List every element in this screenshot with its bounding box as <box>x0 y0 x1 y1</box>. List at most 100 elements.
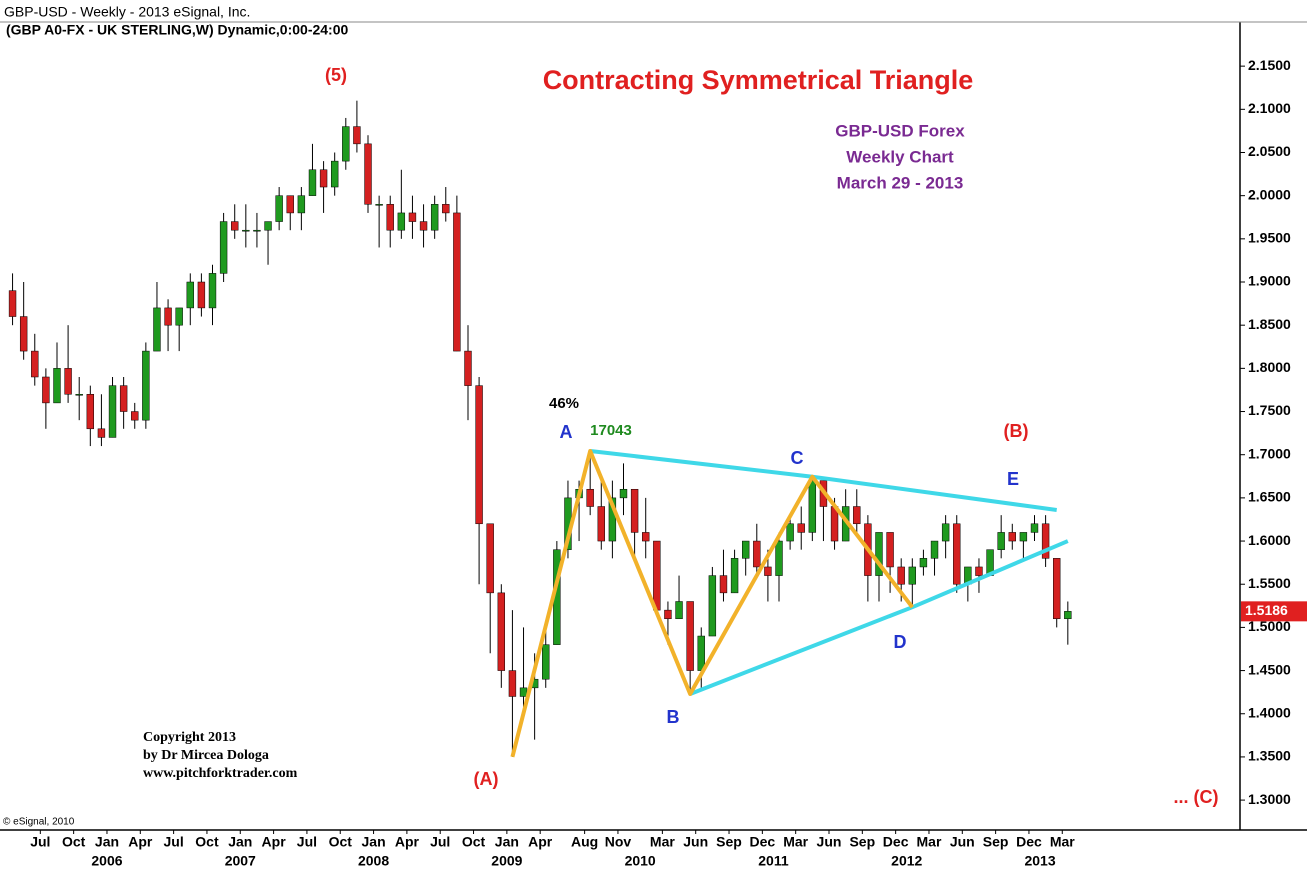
source: © eSignal, 2010 <box>3 817 75 828</box>
candle-body <box>242 229 250 232</box>
y-tick-label: 1.4500 <box>1248 661 1291 677</box>
y-tick-label: 1.4000 <box>1248 704 1291 720</box>
subtitle: GBP-USD Forex <box>835 121 965 140</box>
candle-body <box>719 575 728 594</box>
candle-body <box>453 212 461 352</box>
candle-body <box>8 290 17 317</box>
x-tick-label: Dec <box>1016 834 1042 850</box>
copyright: www.pitchforktrader.com <box>143 766 298 781</box>
chart-title: Contracting Symmetrical Triangle <box>543 65 974 95</box>
candle-body <box>497 592 506 671</box>
y-tick-label: 2.0000 <box>1248 186 1291 202</box>
candle-body <box>597 506 605 542</box>
candle-body <box>486 523 494 594</box>
candle-body <box>808 480 817 533</box>
x-year-label: 2012 <box>891 853 922 869</box>
candle-body <box>31 350 39 378</box>
candle-body <box>375 204 383 206</box>
x-tick-label: Sep <box>849 834 875 850</box>
x-tick-label: Jul <box>430 834 450 850</box>
candle-body <box>953 523 961 585</box>
last-price-box <box>1241 601 1307 622</box>
candle-body <box>919 558 928 568</box>
candle-body <box>19 316 28 352</box>
x-tick-label: Oct <box>62 834 86 850</box>
candle-body <box>897 566 905 585</box>
candle-body <box>286 195 294 214</box>
candle-body <box>753 540 761 568</box>
candle-body <box>175 307 183 326</box>
candle-body <box>330 160 339 188</box>
candle-body <box>786 523 794 542</box>
candle-body <box>275 195 283 222</box>
candle-body <box>853 506 861 525</box>
candle-body <box>319 169 328 188</box>
wave-label: (B) <box>1004 421 1029 441</box>
y-tick-label: 1.9000 <box>1248 273 1291 289</box>
x-tick-label: Jul <box>297 834 317 850</box>
x-tick-label: Jul <box>30 834 50 850</box>
header-line: (GBP A0-FX - UK STERLING,W) Dynamic,0:00… <box>6 22 349 38</box>
candle-body <box>408 212 417 222</box>
copyright: by Dr Mircea Dologa <box>143 748 269 763</box>
candle-body <box>386 204 394 231</box>
wave-label: ... (C) <box>1174 787 1219 807</box>
x-tick-label: Dec <box>750 834 776 850</box>
copyright: Copyright 2013 <box>143 730 236 745</box>
y-tick-label: 2.1000 <box>1248 100 1291 116</box>
y-tick-label: 1.6000 <box>1248 532 1291 548</box>
candle-body <box>542 644 550 680</box>
candle-body <box>1064 611 1072 620</box>
x-year-label: 2006 <box>91 853 122 869</box>
candle-body <box>364 143 372 205</box>
x-year-label: 2013 <box>1024 853 1055 869</box>
candle-body <box>608 497 617 542</box>
candle-body <box>231 221 239 231</box>
candle-body <box>675 601 683 620</box>
candle-body <box>53 368 61 404</box>
candle-body <box>697 635 705 671</box>
candle-body <box>642 532 650 542</box>
candle-body <box>464 350 472 386</box>
x-tick-label: Sep <box>716 834 742 850</box>
x-tick-label: Jun <box>683 834 708 850</box>
wave-label: (5) <box>325 65 347 85</box>
candle-body <box>308 169 317 196</box>
x-tick-label: Jun <box>950 834 975 850</box>
candle-body <box>797 523 805 533</box>
overlay-line <box>510 448 914 758</box>
y-tick-label: 1.3500 <box>1248 748 1291 764</box>
candle-body <box>941 523 950 542</box>
x-tick-label: Oct <box>329 834 353 850</box>
x-tick-label: Jan <box>362 834 386 850</box>
x-tick-label: Jul <box>164 834 184 850</box>
point-label: A <box>560 422 573 442</box>
y-tick-label: 2.0500 <box>1248 143 1291 159</box>
candle-body <box>164 307 172 326</box>
header-line: GBP-USD - Weekly - 2013 eSignal, Inc. <box>4 4 250 20</box>
point-label: B <box>667 707 680 727</box>
x-tick-label: Mar <box>783 834 808 850</box>
y-tick-label: 1.9500 <box>1248 230 1291 246</box>
candle-body <box>1041 523 1050 559</box>
candle-body <box>131 411 139 421</box>
candle-body <box>908 566 917 585</box>
plot-area <box>8 100 1072 758</box>
candle-body <box>86 394 95 430</box>
x-tick-label: Mar <box>1050 834 1075 850</box>
point-label: D <box>894 632 907 652</box>
candle-body <box>1019 532 1028 542</box>
candle-body <box>775 540 783 576</box>
candle-body <box>741 540 750 559</box>
x-tick-label: Oct <box>195 834 219 850</box>
candle-body <box>1053 558 1061 620</box>
point-label: C <box>791 448 804 468</box>
candle-body <box>475 385 483 525</box>
candle-body <box>119 385 128 412</box>
x-tick-label: Aug <box>571 834 598 850</box>
x-tick-label: Mar <box>917 834 942 850</box>
candle-body <box>630 488 639 533</box>
x-tick-label: Apr <box>128 834 153 850</box>
candle-body <box>975 566 983 576</box>
